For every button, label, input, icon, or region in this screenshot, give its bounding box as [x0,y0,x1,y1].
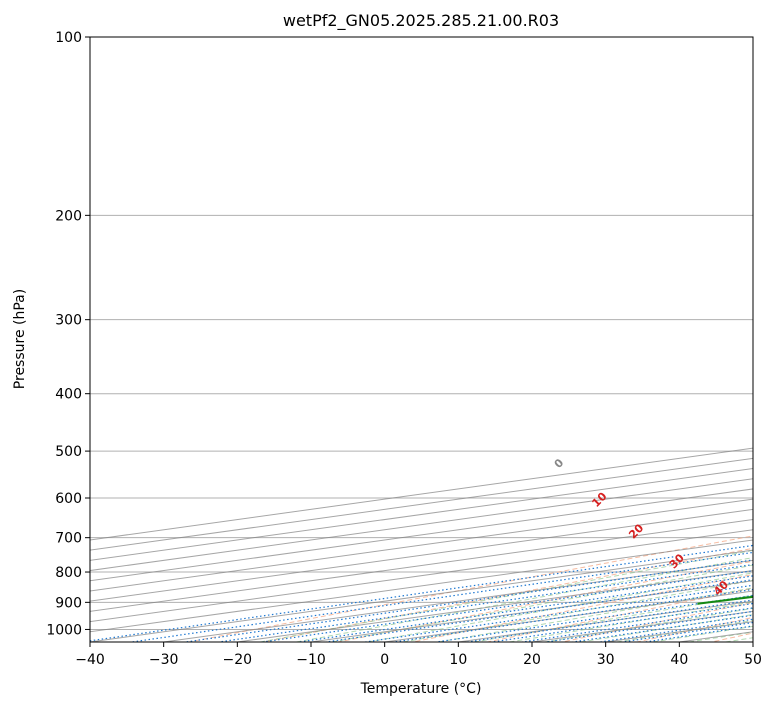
mixing-ratio-line [185,559,753,642]
mixing-ratio-line [131,551,753,642]
y-tick-label: 900 [55,595,82,611]
moist-adiabat-line [438,587,753,642]
moist-adiabat-label: 0 [552,456,567,471]
moist-adiabat-line [403,579,753,642]
y-tick-label: 100 [55,30,82,46]
moist-adiabat-line [509,601,753,642]
background-lines [90,37,753,642]
dry-adiabat-line [188,535,753,642]
isotherm-line [90,468,753,561]
mixing-ratio-line [467,599,753,642]
y-tick-label: 800 [55,565,82,581]
x-axis-ticks: −40 −30 −20 −10 0 10 20 30 40 50 [75,642,762,668]
sounding-profiles [697,595,753,605]
y-tick-label: 1000 [46,622,82,638]
x-tick-label: 40 [670,652,688,668]
plot-frame [89,36,754,643]
isotherm-line [90,447,753,541]
isotherm-line [90,498,753,592]
isotherm-line [90,508,753,602]
y-tick-label: 400 [55,387,82,403]
mixing-ratio-line [218,563,753,642]
isotherm-line [90,539,753,633]
isotherm-line [90,529,753,623]
moist-adiabat-line [544,607,753,642]
y-axis-ticks: 100 200 300 400 500 600 700 800 900 1000 [46,30,90,638]
x-tick-label: 50 [744,652,762,668]
moist-adiabat-label: 10 [589,490,609,510]
moist-adiabat-line [689,631,753,642]
isotherm-line [90,478,753,572]
mixing-ratio-line [90,544,753,642]
x-tick-label: 0 [380,652,389,668]
x-tick-label: −30 [149,652,179,668]
isotherm-line [90,488,753,582]
dewpoint-line [697,595,753,605]
y-axis-title: Pressure (hPa) [12,289,28,389]
moist-adiabat-line [616,620,753,642]
chart-title: wetPf2_GN05.2025.285.21.00.R03 [283,11,559,31]
dry-adiabat-line [636,616,753,642]
isotherm-line [163,559,753,642]
x-tick-label: 30 [597,652,615,668]
x-axis-title: Temperature (°C) [360,681,482,697]
x-tick-label: −20 [223,652,253,668]
y-tick-label: 700 [55,531,82,547]
dry-adiabat-line [263,547,753,642]
moist-adiabat-line [473,594,753,642]
x-tick-label: 10 [449,652,467,668]
y-tick-label: 500 [55,444,82,460]
mixing-ratio-line [394,588,753,642]
moist-adiabat-line [296,557,753,642]
moist-adiabat-line [260,549,753,642]
mixing-ratio-line [572,614,753,642]
isotherm-line [458,600,753,642]
isotherm-line [237,570,753,642]
moist-adiabat-line [332,564,753,642]
dry-adiabat-line [487,587,753,642]
dry-adiabat-line [412,573,753,642]
isotherm-line [90,457,753,551]
isotherm-line [679,631,753,642]
y-tick-label: 200 [55,208,82,224]
isotherm-line [90,519,753,612]
y-tick-label: 600 [55,491,82,507]
mixing-ratio-line [326,579,753,642]
isotherm-line [752,641,753,642]
moist-adiabat-label: 30 [667,551,687,571]
moist-adiabat-line [367,572,753,642]
x-tick-label: −10 [296,652,326,668]
x-tick-label: 20 [523,652,541,668]
x-tick-label: −40 [75,652,105,668]
isotherm-line [310,580,753,642]
moist-adiabat-label: 40 [711,578,731,598]
dry-adiabat-line [338,560,753,642]
y-tick-label: 300 [55,313,82,329]
